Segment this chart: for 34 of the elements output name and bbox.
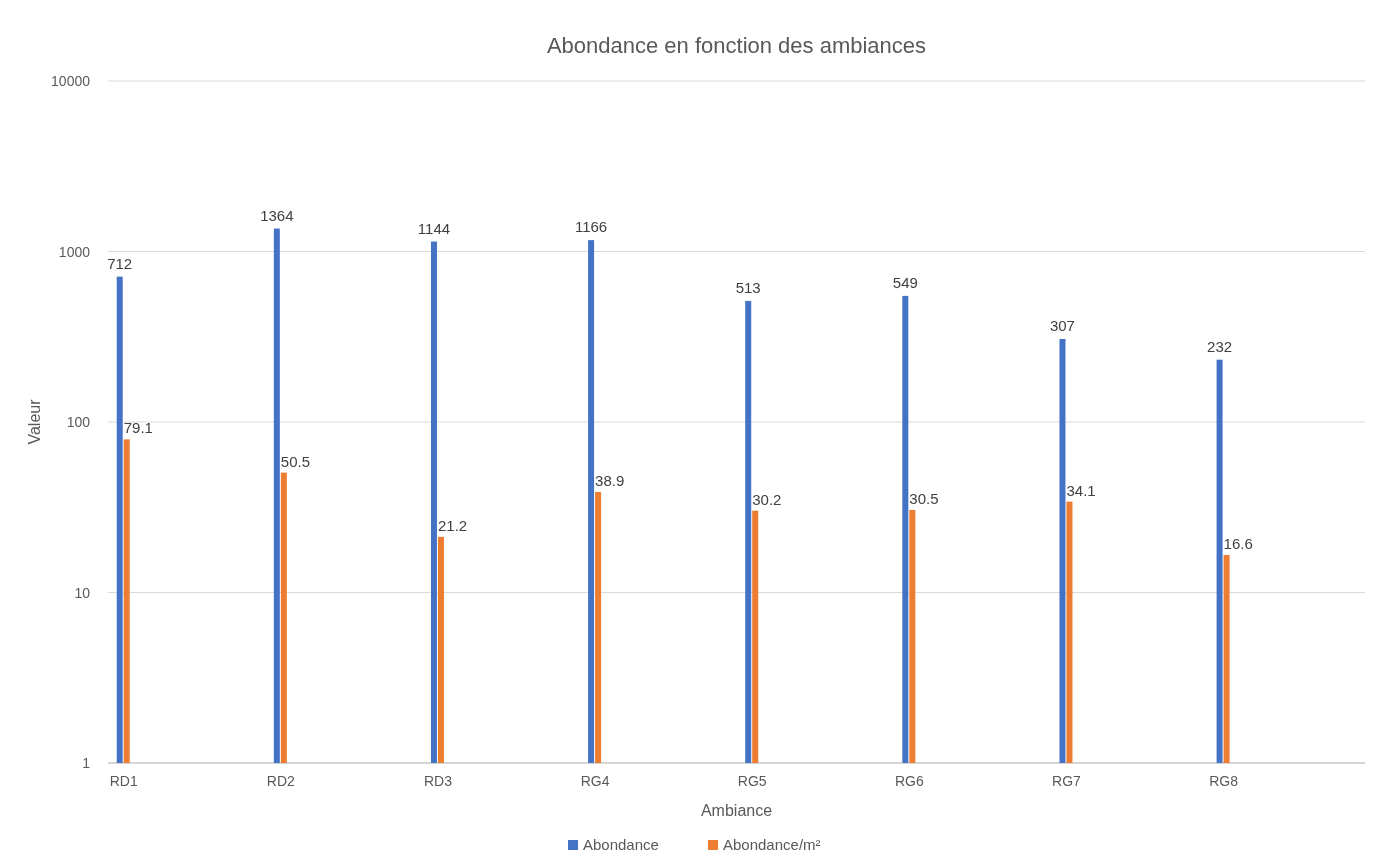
data-label: 16.6 [1223,534,1253,552]
y-axis-title: Valeur [26,398,43,445]
chart-title: Abondance en fonction des ambiances [546,33,927,58]
data-label: 232 [1207,337,1233,355]
x-tick-label: RD2 [266,773,296,789]
data-label: 1364 [260,206,294,224]
data-label: 30.5 [909,489,939,507]
data-label: 50.5 [280,452,311,470]
x-tick-label: RD3 [423,773,453,789]
data-label: 38.9 [595,471,625,489]
x-tick-label: RD1 [109,773,138,789]
legend-label: Abondance [583,836,659,853]
data-label: 307 [1049,316,1075,334]
y-tick-label: 1 [82,755,91,771]
x-tick-label: RG6 [894,773,924,789]
data-label: 1144 [417,219,451,237]
y-tick-label: 100 [66,414,91,430]
y-tick-label: 10 [74,584,91,601]
data-label: 513 [735,278,761,296]
x-tick-label: RG8 [1209,773,1239,789]
x-tick-label: RG5 [737,773,767,789]
data-label: 21.2 [437,516,468,534]
data-label: 79.1 [123,419,153,437]
x-tick-label: RG7 [1052,773,1082,789]
x-axis-title: Ambiance [700,802,773,819]
x-tick-label: RG4 [580,773,610,789]
data-label: 549 [892,273,918,291]
legend-label: Abondance/m² [723,836,821,853]
data-label: 30.2 [752,490,782,508]
data-label: 1166 [574,218,608,236]
y-tick-label: 10000 [51,73,91,89]
data-label: 34.1 [1066,481,1096,499]
data-label: 712 [107,254,133,272]
y-tick-label: 1000 [58,243,91,260]
